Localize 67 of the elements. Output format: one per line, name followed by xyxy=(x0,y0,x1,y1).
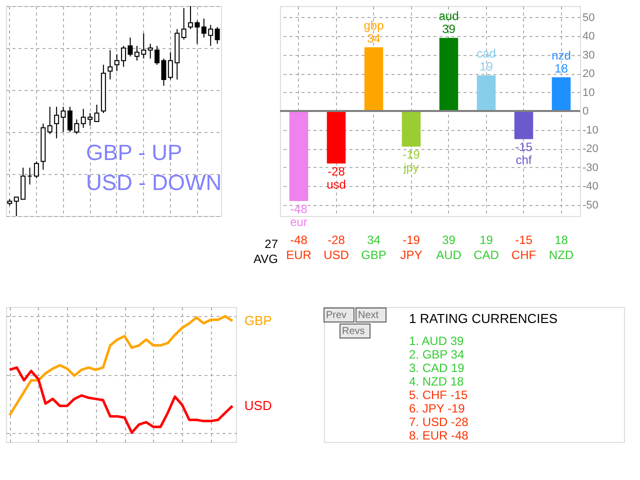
data-label: 34 xyxy=(367,233,381,247)
x-tick-label: CAD xyxy=(474,248,500,262)
candlestick xyxy=(214,26,220,44)
y-tick-label: -20 xyxy=(582,143,598,155)
x-tick-label: JPY xyxy=(400,248,422,262)
y-tick-label: 50 xyxy=(582,12,595,24)
y-tick-label: -30 xyxy=(582,162,598,174)
data-label: -28 xyxy=(328,233,346,247)
candlestick xyxy=(94,104,100,122)
x-tick-label: CHF xyxy=(511,248,536,262)
bar xyxy=(326,111,346,164)
candlestick xyxy=(108,50,113,80)
y-tick-label: 30 xyxy=(582,49,595,62)
annotation: nzd 18 xyxy=(552,48,571,76)
annotation: cad 19 xyxy=(476,46,496,74)
y-tick-label: 0 xyxy=(582,106,589,118)
series-label: GBP xyxy=(244,312,272,328)
text: 4. NZD 18 xyxy=(409,374,464,388)
text: 1. AUD 39 xyxy=(409,334,464,348)
y-tick-label: 10 xyxy=(582,86,595,99)
series-label: USD xyxy=(244,398,272,413)
candlestick xyxy=(47,106,52,135)
bar xyxy=(364,47,384,111)
annotation: -28 usd xyxy=(326,164,346,192)
data-label: -19 xyxy=(402,233,420,247)
data-label: 18 xyxy=(554,233,568,247)
annotation: -19 jpy xyxy=(402,148,420,175)
text: Prev xyxy=(326,310,347,321)
annotation: -48 eur xyxy=(290,202,308,229)
text: 1 RATING CURRENCIES xyxy=(409,311,558,326)
bar xyxy=(402,111,421,147)
x-tick-label: GBP xyxy=(361,248,386,262)
candlestick xyxy=(54,106,60,139)
annotation: GBP - UP xyxy=(86,140,182,165)
y-tick-label: -10 xyxy=(582,124,598,136)
bar xyxy=(552,77,571,111)
annotation: -15 chf xyxy=(515,140,533,168)
x-tick-label: EUR xyxy=(286,248,312,262)
annotation: aud 39 xyxy=(438,8,459,36)
text: 2. GBP 34 xyxy=(409,348,464,362)
text: 6. JPY -19 xyxy=(409,402,466,416)
data-label: -48 xyxy=(290,233,308,247)
text: 5. CHF -15 xyxy=(409,388,468,402)
annotation: gbp 34 xyxy=(364,18,384,46)
bar xyxy=(439,38,458,111)
y-tick-label: -50 xyxy=(582,199,598,212)
x-tick-label: USD xyxy=(324,248,350,262)
text: 27 AVG xyxy=(254,237,278,266)
annotation: USD - DOWN xyxy=(86,170,222,195)
data-label: 19 xyxy=(480,233,494,247)
data-label: 39 xyxy=(442,233,456,247)
y-tick-label: -40 xyxy=(582,180,598,192)
bar xyxy=(289,111,308,201)
text: 3. CAD 19 xyxy=(409,361,465,375)
candlestick xyxy=(34,160,39,179)
data-label: -15 xyxy=(515,233,533,247)
text: Next xyxy=(358,310,379,321)
x-tick-label: AUD xyxy=(436,248,462,262)
y-tick-label: 40 xyxy=(582,30,595,42)
text: 8. EUR -48 xyxy=(409,428,469,442)
text: Revs xyxy=(342,326,365,337)
candlestick xyxy=(181,8,186,40)
bar xyxy=(476,75,496,111)
x-tick-label: NZD xyxy=(548,248,574,262)
bar xyxy=(514,111,534,140)
text: 7. USD -28 xyxy=(409,415,469,429)
y-tick-label: 20 xyxy=(582,68,595,80)
